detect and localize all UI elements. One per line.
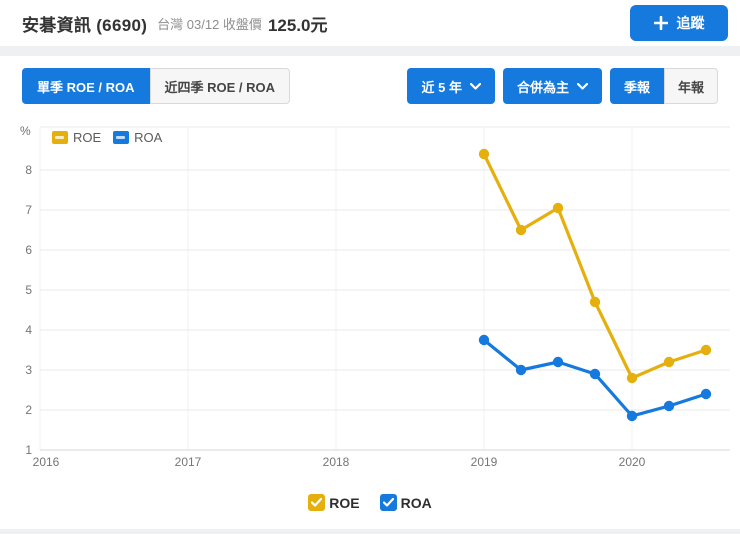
svg-text:3: 3	[25, 363, 32, 377]
tab-trailing-four-quarters-roe-roa[interactable]: 近四季 ROE / ROA	[149, 68, 291, 104]
chart-series-toggles: ROE ROA	[0, 494, 740, 511]
svg-text:2018: 2018	[323, 455, 350, 469]
roe-checkbox[interactable]	[308, 494, 326, 511]
chart-options: 近 5 年 合併為主 季報 年報	[407, 68, 718, 104]
svg-text:2: 2	[25, 403, 32, 417]
legend-item-roa[interactable]: ROA	[113, 130, 162, 145]
legend-label-roa: ROA	[134, 130, 163, 145]
svg-text:2017: 2017	[175, 455, 202, 469]
roe-checkbox-item[interactable]: ROE	[308, 494, 360, 511]
y-axis-unit-label: %	[20, 124, 31, 138]
roe-checkbox-label: ROE	[329, 494, 360, 511]
tab-single-quarter-roe-roa[interactable]: 單季 ROE / ROA	[22, 68, 150, 104]
chevron-down-icon	[576, 82, 588, 90]
annual-report-button[interactable]: 年報	[663, 68, 718, 104]
roe-legend-marker-icon	[52, 131, 68, 144]
roe-roa-chart: 2016 2017 2018 2019 2020 1 2 3 4 5 6 7 8 % ROE ROA	[0, 114, 740, 476]
period-tabs: 單季 ROE / ROA 近四季 ROE / ROA	[22, 68, 291, 104]
roa-legend-marker-icon	[113, 131, 130, 144]
quarterly-report-button[interactable]: 季報	[609, 68, 664, 104]
svg-text:4: 4	[25, 323, 32, 337]
roa-checkbox-label: ROA	[400, 494, 432, 511]
svg-text:1: 1	[25, 443, 32, 457]
legend-item-roe[interactable]: ROE	[52, 130, 101, 145]
range-dropdown[interactable]: 近 5 年	[407, 68, 495, 104]
chart-toolbar: 單季 ROE / ROA 近四季 ROE / ROA 近 5 年 合併為主 季報…	[0, 56, 740, 104]
statement-basis-dropdown[interactable]: 合併為主	[502, 68, 602, 104]
svg-text:2016: 2016	[33, 455, 60, 469]
stock-title: 安碁資訊 (6690)	[22, 15, 148, 35]
svg-text:7: 7	[25, 203, 32, 217]
line-chart-canvas: 2016 2017 2018 2019 2020 1 2 3 4 5 6 7 8	[25, 126, 730, 469]
chart-legend: ROE ROA	[52, 130, 162, 145]
svg-text:8: 8	[25, 163, 32, 177]
roa-checkbox[interactable]	[379, 494, 397, 511]
plus-icon	[653, 16, 668, 30]
report-frequency-toggle: 季報 年報	[609, 68, 718, 104]
svg-text:5: 5	[25, 283, 32, 297]
svg-text:6: 6	[25, 243, 32, 257]
stock-header: 安碁資訊 (6690) 台灣 03/12 收盤價 125.0元 追蹤	[0, 0, 740, 46]
stock-subtitle: 台灣 03/12 收盤價	[157, 16, 262, 32]
svg-text:2019: 2019	[471, 455, 498, 469]
follow-button[interactable]: 追蹤	[630, 5, 728, 41]
statement-basis-dropdown-label: 合併為主	[516, 79, 569, 95]
roe-roa-panel: 單季 ROE / ROA 近四季 ROE / ROA 近 5 年 合併為主 季報…	[0, 56, 740, 529]
follow-button-label: 追蹤	[676, 15, 705, 31]
stock-close-price: 125.0元	[267, 15, 328, 35]
range-dropdown-label: 近 5 年	[421, 79, 462, 95]
legend-label-roe: ROE	[73, 130, 102, 145]
svg-text:2020: 2020	[619, 455, 646, 469]
roa-checkbox-item[interactable]: ROA	[379, 494, 432, 511]
chevron-down-icon	[469, 82, 481, 90]
